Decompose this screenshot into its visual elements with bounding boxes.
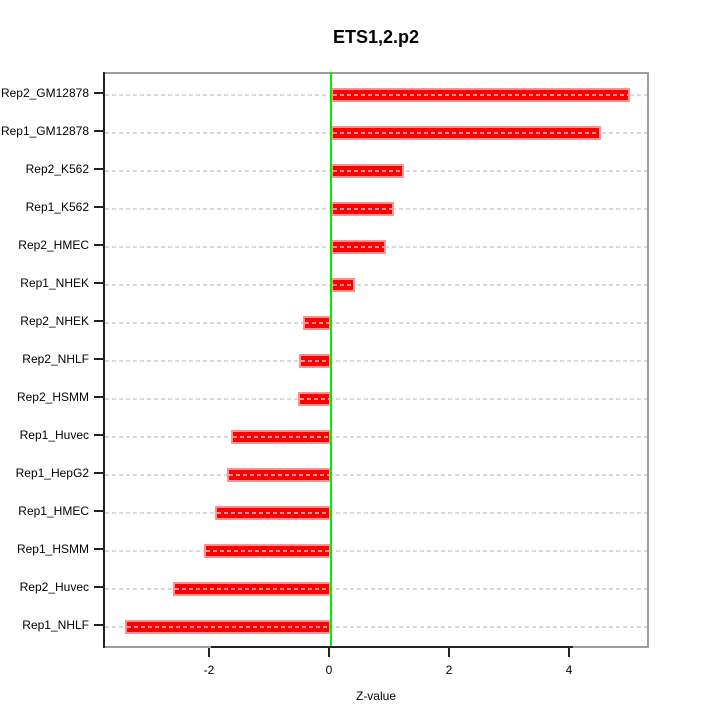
bar	[231, 430, 331, 444]
gridline	[105, 360, 647, 362]
bar	[331, 164, 404, 178]
bar	[331, 88, 630, 102]
gridline	[105, 626, 647, 628]
y-tick-label: Rep1_K562	[25, 200, 89, 214]
y-tick	[94, 206, 103, 208]
bar	[227, 468, 331, 482]
x-axis-title: Z-value	[355, 689, 396, 703]
gridline	[105, 550, 647, 552]
y-tick	[94, 130, 103, 132]
x-tick	[208, 648, 210, 657]
bar	[298, 392, 331, 406]
y-tick	[94, 510, 103, 512]
y-tick-label: Rep1_Huvec	[19, 428, 89, 442]
bar	[125, 620, 331, 634]
y-tick-label: Rep2_GM12878	[0, 86, 89, 100]
gridline	[105, 474, 647, 476]
x-tick-label: -2	[203, 663, 215, 677]
y-tick-label: Rep2_NHLF	[22, 352, 89, 366]
y-tick	[94, 168, 103, 170]
y-tick	[94, 358, 103, 360]
bar	[215, 506, 331, 520]
bar	[331, 126, 601, 140]
bar	[299, 354, 331, 368]
y-tick	[94, 434, 103, 436]
y-tick-label: Rep1_GM12878	[0, 124, 89, 138]
y-tick-label: Rep2_HSMM	[16, 390, 89, 404]
x-tick-label: 0	[325, 663, 333, 677]
x-tick-label: 4	[565, 663, 573, 677]
x-tick	[568, 648, 570, 657]
y-tick	[94, 624, 103, 626]
x-axis-line	[211, 646, 573, 648]
y-tick	[94, 244, 103, 246]
y-tick-label: Rep1_HepG2	[15, 466, 89, 480]
y-tick-label: Rep1_NHEK	[20, 276, 89, 290]
gridline	[105, 436, 647, 438]
gridline	[105, 398, 647, 400]
y-tick	[94, 586, 103, 588]
gridline	[105, 284, 647, 286]
bar	[303, 316, 331, 330]
zero-reference-line	[330, 72, 332, 648]
y-tick	[94, 472, 103, 474]
gridline	[105, 322, 647, 324]
y-tick-label: Rep2_NHEK	[20, 314, 89, 328]
x-tick	[448, 648, 450, 657]
y-tick-label: Rep1_HSMM	[16, 542, 89, 556]
bar	[204, 544, 331, 558]
y-tick	[94, 282, 103, 284]
chart-title: ETS1,2.p2	[332, 27, 420, 47]
y-tick	[94, 548, 103, 550]
y-tick-label: Rep2_Huvec	[19, 580, 89, 594]
y-tick-label: Rep2_HMEC	[18, 238, 89, 252]
y-tick-label: Rep2_K562	[25, 162, 89, 176]
bar	[331, 278, 355, 292]
plot-area	[103, 72, 649, 648]
gridline	[105, 512, 647, 514]
y-tick-label: Rep1_NHLF	[22, 618, 89, 632]
bar	[173, 582, 331, 596]
x-tick-label: 2	[445, 663, 453, 677]
bar	[331, 202, 394, 216]
y-tick-label: Rep1_HMEC	[18, 504, 89, 518]
y-tick	[94, 320, 103, 322]
y-tick	[94, 92, 103, 94]
gridline	[105, 588, 647, 590]
bar	[331, 240, 386, 254]
y-tick	[94, 396, 103, 398]
x-tick	[328, 648, 330, 657]
y-axis-line	[103, 72, 105, 648]
